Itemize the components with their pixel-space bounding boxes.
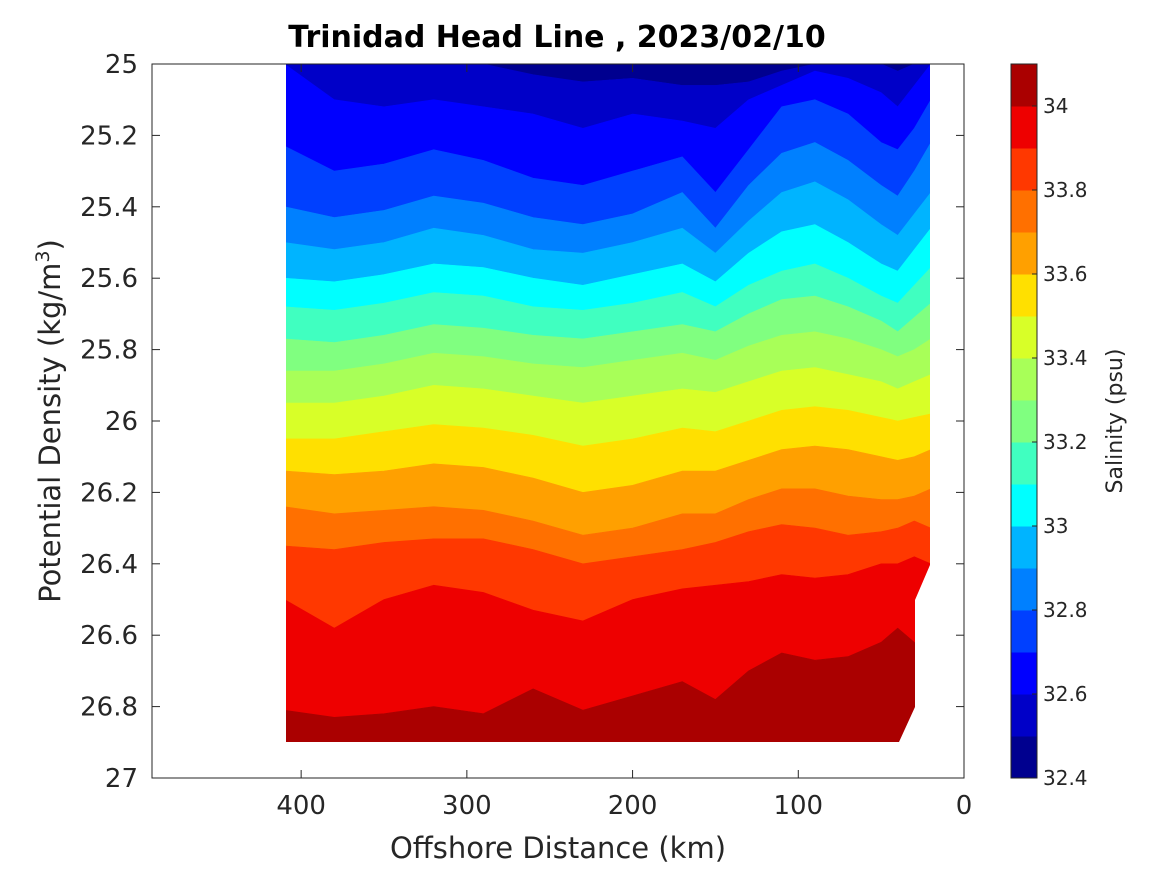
y-tick-label: 26.6 [80, 621, 138, 651]
colorbar-swatch [1011, 316, 1037, 359]
colorbar-tick-label: 32.8 [1043, 598, 1088, 622]
colorbar-swatch [1011, 484, 1037, 527]
x-axis-label: Offshore Distance (km) [390, 831, 726, 865]
colorbar-tick-label: 33.8 [1043, 178, 1088, 202]
colorbar: 32.4 32.6 32.8 33 33.2 33.4 33.6 33.8 34 [1010, 63, 1088, 790]
x-tick-label: 100 [773, 791, 823, 821]
colorbar-swatch [1011, 526, 1037, 569]
y-axis-label: Potential Density (kg/m3) [32, 239, 67, 603]
colorbar-tick-label: 32.6 [1043, 682, 1088, 706]
colorbar-swatch [1011, 400, 1037, 443]
colorbar-tick-label: 33 [1043, 514, 1068, 538]
colorbar-label: Salinity (psu) [1103, 349, 1128, 494]
colorbar-swatch [1011, 736, 1037, 779]
chart-title: Trinidad Head Line , 2023/02/10 [288, 20, 825, 55]
colorbar-swatch [1011, 694, 1037, 737]
colorbar-swatch [1011, 64, 1037, 107]
colorbar-tick-label: 34 [1043, 94, 1068, 118]
y-axis-label-superscript: 3 [32, 250, 54, 262]
y-tick-label: 25.6 [80, 264, 138, 294]
y-tick-label: 26.4 [80, 550, 138, 580]
colorbar-swatch [1011, 358, 1037, 401]
colorbar-tick-label: 32.4 [1043, 766, 1088, 790]
colorbar-tick-label: 33.4 [1043, 346, 1088, 370]
y-tick-label: 25 [105, 50, 138, 80]
x-tick-label: 200 [608, 791, 658, 821]
x-axis: 400 300 200 100 0 [276, 64, 972, 821]
x-tick-label: 300 [442, 791, 492, 821]
colorbar-swatch [1011, 442, 1037, 485]
y-tick-label: 25.8 [80, 336, 138, 366]
colorbar-swatch [1011, 652, 1037, 695]
y-tick-label: 25.2 [80, 121, 138, 151]
y-tick-label: 26 [105, 407, 138, 437]
y-tick-label: 27 [105, 764, 138, 794]
salinity-band [286, 627, 930, 742]
colorbar-frame [1010, 63, 1038, 779]
y-axis-label-close: ) [33, 239, 67, 250]
colorbar-tick-label: 33.2 [1043, 430, 1088, 454]
y-tick-label: 26.8 [80, 693, 138, 723]
y-tick-label: 26.2 [80, 478, 138, 508]
colorbar-swatch [1011, 106, 1037, 149]
y-axis-label-main: Potential Density (kg/m [33, 263, 67, 603]
y-axis: 25 25.2 25.4 25.6 25.8 26 26.2 26.4 26.6 26.8 27 [80, 50, 964, 794]
colorbar-tick-label: 33.6 [1043, 262, 1088, 286]
colorbar-swatch [1011, 148, 1037, 191]
colorbar-swatch [1011, 610, 1037, 653]
colorbar-swatch [1011, 232, 1037, 275]
x-tick-label: 0 [956, 791, 973, 821]
x-tick-label: 400 [276, 791, 326, 821]
colorbar-swatch [1011, 190, 1037, 233]
colorbar-swatch [1011, 274, 1037, 317]
colorbar-swatch [1011, 568, 1037, 611]
y-tick-label: 25.4 [80, 193, 138, 223]
salinity-contour-bands [286, 64, 930, 742]
